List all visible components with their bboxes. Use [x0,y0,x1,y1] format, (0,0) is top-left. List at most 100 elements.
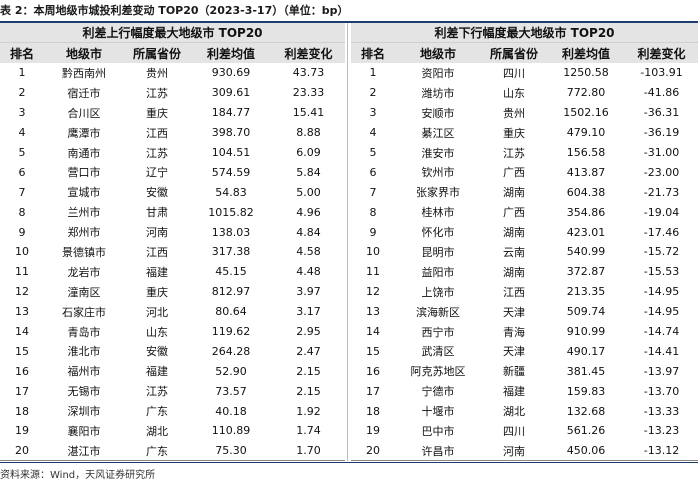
spread-change-cell: 43.73 [292,66,325,80]
spread-mean-cell: 1502.16 [563,106,609,120]
province-cell: 江西 [503,285,525,299]
spread-mean-cell: 156.58 [566,146,606,159]
spread-change-cell: -36.31 [643,106,680,120]
rank-cell: 12 [366,285,380,299]
city-cell: 桂林市 [421,206,455,220]
city-cell: 宣城市 [67,186,101,200]
rank-cell: 10 [366,245,380,259]
city-cell: 潍坊市 [421,86,455,100]
spread-change-cell: 3.17 [296,305,321,319]
rank-cell: 17 [15,384,29,398]
table-row: 11 益阳市 湖南 372.87 -15.53 [351,262,698,282]
province-cell: 云南 [503,245,525,259]
rank-cell: 11 [366,265,380,279]
province-cell: 江西 [146,245,168,259]
province-cell: 江苏 [146,385,168,399]
city-cell: 钦州市 [421,166,455,180]
column-header-rank: 排名 [360,46,385,61]
spread-change-cell: 15.41 [292,106,325,120]
rank-cell: 9 [369,225,377,239]
column-header-province: 所属省份 [132,46,181,61]
rank-cell: 18 [15,404,29,418]
spread-change-cell: 4.48 [296,265,321,279]
city-cell: 西宁市 [421,325,455,339]
city-cell: 石家庄市 [62,305,106,319]
table-row: 18 十堰市 湖北 132.68 -13.33 [351,401,698,421]
spread-mean-cell: 110.89 [211,424,251,438]
rank-cell: 14 [15,325,29,339]
column-header-city: 地级市 [419,46,456,61]
city-cell: 昆明市 [421,245,455,259]
province-cell: 江苏 [146,86,168,100]
spread-change-cell: 4.84 [296,225,321,239]
table-row: 10 景德镇市 江西 317.38 4.58 [0,242,345,262]
province-cell: 四川 [503,66,525,80]
rank-cell: 8 [369,205,377,219]
table-row: 3 合川区 重庆 184.77 15.41 [0,103,345,123]
rank-cell: 16 [15,364,29,378]
table-row: 12 潼南区 重庆 812.97 3.97 [0,282,345,302]
spread-mean-cell: 1015.82 [208,205,254,219]
spread-mean-cell: 479.10 [566,126,606,140]
spread-change-cell: -36.19 [643,126,680,140]
table-row: 7 张家界市 湖南 604.38 -21.73 [351,182,698,202]
spread-mean-cell: 45.15 [215,265,247,279]
province-cell: 福建 [503,385,525,399]
spread-mean-cell: 309.61 [211,86,251,100]
spread-change-cell: -14.41 [643,344,680,358]
table-row: 2 宿迁市 江苏 309.61 23.33 [0,83,345,103]
spread-change-cell: -41.86 [643,86,680,100]
table-row: 1 黔西南州 贵州 930.69 43.73 [0,63,345,83]
spread-mean-cell: 490.17 [566,344,606,358]
city-cell: 益阳市 [421,265,455,279]
spread-mean-cell: 1250.58 [563,66,609,80]
spread-change-cell: -13.70 [643,384,680,398]
spread-mean-cell: 264.28 [211,344,251,358]
province-cell: 山东 [146,325,168,339]
province-cell: 湖北 [503,405,525,419]
rank-cell: 16 [366,364,380,378]
city-cell: 南通市 [67,146,101,160]
spread-change-cell: -13.23 [643,424,680,438]
spread-change-cell: -17.46 [643,225,680,239]
province-cell: 湖南 [503,265,525,279]
city-cell: 滨海新区 [416,305,460,319]
spread-change-cell: 2.47 [296,344,321,358]
table-row: 16 阿克苏地区 新疆 381.45 -13.97 [351,361,698,381]
column-header-spread-change: 利差变化 [637,46,686,61]
spread-up-title: 利差上行幅度最大地级市 TOP20 [0,23,345,43]
city-cell: 郑州市 [67,226,101,240]
province-cell: 重庆 [146,285,168,299]
spread-change-cell: 23.33 [292,86,325,100]
spread-mean-cell: 398.70 [211,126,251,140]
spread-change-cell: 2.15 [296,364,321,378]
province-cell: 安徽 [146,186,168,200]
spread-change-cell: 1.70 [296,444,321,458]
table-row: 20 许昌市 河南 450.06 -13.12 [351,441,698,461]
spread-mean-cell: 561.26 [566,424,606,438]
table-row: 4 綦江区 重庆 479.10 -36.19 [351,123,698,143]
spread-change-cell: -14.74 [643,325,680,339]
table-row: 9 郑州市 河南 138.03 4.84 [0,222,345,242]
rank-cell: 5 [369,146,377,159]
table-row: 10 昆明市 云南 540.99 -15.72 [351,242,698,262]
spread-change-cell: -13.97 [643,364,680,378]
column-header-rank: 排名 [9,46,34,61]
spread-mean-cell: 450.06 [566,444,606,458]
rank-cell: 10 [15,245,29,259]
spread-mean-cell: 213.35 [566,285,606,299]
spread-mean-cell: 381.45 [566,364,606,378]
rank-cell: 6 [18,165,26,179]
city-cell: 兰州市 [67,206,101,220]
city-cell: 十堰市 [421,405,455,419]
spread-mean-cell: 132.68 [566,404,606,418]
table-row: 15 淮北市 安徽 264.28 2.47 [0,341,345,361]
city-cell: 怀化市 [421,226,455,240]
column-header-city: 地级市 [65,46,102,61]
table-row: 6 营口市 辽宁 574.59 5.84 [0,162,345,182]
spread-mean-cell: 604.38 [566,185,606,199]
city-cell: 合川区 [67,106,101,120]
spread-change-cell: -13.33 [643,404,680,418]
table-row: 4 鹰潭市 江西 398.70 8.88 [0,123,345,143]
province-cell: 重庆 [503,126,525,140]
